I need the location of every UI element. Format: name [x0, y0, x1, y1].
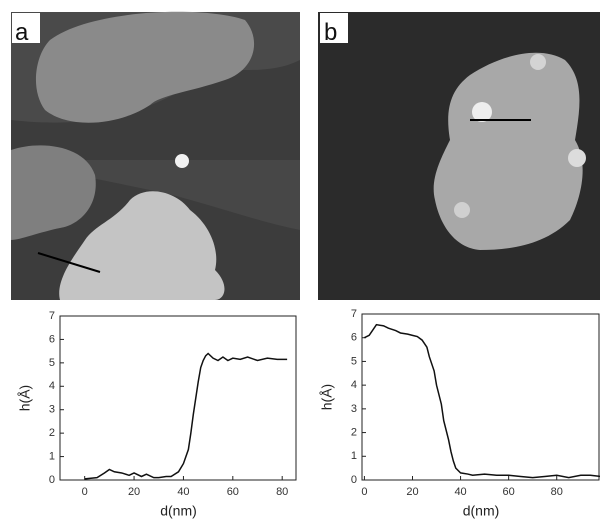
x-tick-label: 80 — [551, 486, 563, 498]
x-axis-label: d(nm) — [463, 503, 500, 519]
y-tick-label: 3 — [49, 404, 55, 416]
x-tick-label: 40 — [454, 486, 466, 498]
y-tick-label: 4 — [49, 380, 55, 392]
y-tick-label: 6 — [351, 332, 357, 344]
y-tick-label: 1 — [49, 450, 55, 462]
y-tick-label: 2 — [49, 427, 55, 439]
panel-label: b — [324, 19, 337, 46]
x-tick-label: 40 — [177, 486, 189, 498]
y-tick-label: 2 — [351, 426, 357, 438]
y-tick-label: 3 — [351, 403, 357, 415]
stm-image-a — [11, 11, 300, 300]
x-tick-label: 20 — [406, 486, 418, 498]
x-axis-label: d(nm) — [160, 503, 197, 519]
panel-label: a — [15, 19, 29, 46]
y-tick-label: 4 — [351, 379, 357, 391]
x-tick-label: 60 — [503, 486, 515, 498]
y-tick-label: 5 — [351, 355, 357, 367]
profile-line — [364, 323, 600, 479]
y-tick-label: 1 — [351, 450, 357, 462]
plot-frame — [361, 313, 600, 481]
profile-line — [84, 352, 288, 480]
x-tick-label: 60 — [227, 486, 239, 498]
y-tick-label: 7 — [351, 308, 357, 320]
plot-frame — [59, 315, 297, 481]
y-axis-label: h(Å) — [17, 385, 33, 411]
y-tick-label: 0 — [351, 474, 357, 486]
x-tick-label: 0 — [361, 486, 367, 498]
y-tick-label: 0 — [49, 474, 55, 486]
y-axis-label: h(Å) — [319, 384, 335, 410]
y-tick-label: 5 — [49, 357, 55, 369]
stm-image-b — [318, 12, 600, 300]
x-tick-label: 0 — [82, 486, 88, 498]
y-tick-label: 6 — [49, 333, 55, 345]
x-tick-label: 80 — [276, 486, 288, 498]
y-tick-label: 7 — [49, 310, 55, 322]
x-tick-label: 20 — [128, 486, 140, 498]
